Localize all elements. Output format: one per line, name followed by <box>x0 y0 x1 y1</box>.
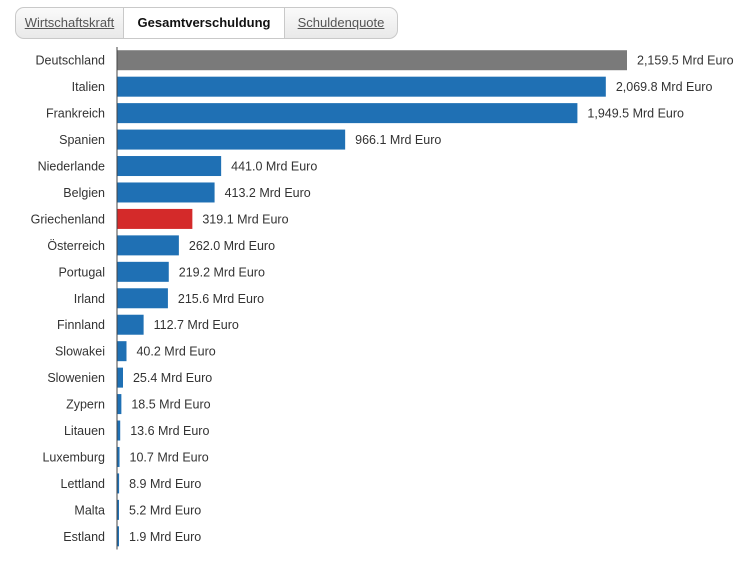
bar-frankreich[interactable] <box>117 103 578 124</box>
category-label-portugal: Portugal <box>58 265 105 279</box>
bar-deutschland[interactable] <box>117 50 627 71</box>
bar-slowakei[interactable] <box>117 341 127 362</box>
category-label-litauen: Litauen <box>64 424 105 438</box>
value-label-luxemburg: 10.7 Mrd Euro <box>130 450 209 464</box>
bar-zypern[interactable] <box>117 394 122 415</box>
bar-niederlande[interactable] <box>117 156 222 177</box>
bar-luxemburg[interactable] <box>117 446 120 467</box>
value-label-malta: 5.2 Mrd Euro <box>129 503 201 517</box>
category-label-zypern: Zypern <box>66 398 105 412</box>
value-label-deutschland: 2,159.5 Mrd Euro <box>637 54 734 68</box>
value-label-estland: 1.9 Mrd Euro <box>129 530 201 544</box>
tab-wirtschaftskraft[interactable]: Wirtschaftskraft <box>24 15 115 30</box>
bar-spanien[interactable] <box>117 129 346 150</box>
category-label-belgien: Belgien <box>63 186 105 200</box>
category-label-malta: Malta <box>74 503 105 517</box>
value-label-osterreich: 262.0 Mrd Euro <box>189 239 275 253</box>
category-label-osterreich: Österreich <box>47 239 105 253</box>
bar-finnland[interactable] <box>117 314 144 335</box>
value-label-slowakei: 40.2 Mrd Euro <box>136 345 215 359</box>
bar-malta[interactable] <box>117 499 119 520</box>
category-label-luxemburg: Luxemburg <box>42 450 105 464</box>
value-label-lettland: 8.9 Mrd Euro <box>129 477 201 491</box>
bar-osterreich[interactable] <box>117 235 179 256</box>
category-label-italien: Italien <box>72 80 105 94</box>
chart-tabs: Wirtschaftskraft Gesamtverschuldung Schu… <box>15 7 398 39</box>
bar-estland[interactable] <box>117 526 119 547</box>
value-label-frankreich: 1,949.5 Mrd Euro <box>587 107 684 121</box>
value-label-finnland: 112.7 Mrd Euro <box>154 318 239 332</box>
bar-italien[interactable] <box>117 76 606 97</box>
value-label-belgien: 413.2 Mrd Euro <box>225 186 311 200</box>
value-label-litauen: 13.6 Mrd Euro <box>130 424 209 438</box>
category-label-slowakei: Slowakei <box>55 345 105 359</box>
bar-lettland[interactable] <box>117 473 120 494</box>
category-label-deutschland: Deutschland <box>36 54 106 68</box>
value-label-griechenland: 319.1 Mrd Euro <box>202 212 288 226</box>
category-label-frankreich: Frankreich <box>46 107 105 121</box>
tab-gesamtverschuldung[interactable]: Gesamtverschuldung <box>123 8 284 38</box>
tab-schuldenquote[interactable]: Schuldenquote <box>284 8 397 38</box>
bar-belgien[interactable] <box>117 182 215 203</box>
bar-portugal[interactable] <box>117 261 169 282</box>
value-label-portugal: 219.2 Mrd Euro <box>179 265 265 279</box>
value-label-spanien: 966.1 Mrd Euro <box>355 133 441 147</box>
category-label-estland: Estland <box>63 530 105 544</box>
value-label-slowenien: 25.4 Mrd Euro <box>133 371 212 385</box>
bar-irland[interactable] <box>117 288 168 309</box>
category-label-slowenien: Slowenien <box>47 371 105 385</box>
category-label-spanien: Spanien <box>59 133 105 147</box>
value-label-italien: 2,069.8 Mrd Euro <box>616 80 713 94</box>
bar-griechenland[interactable] <box>117 208 193 229</box>
value-label-irland: 215.6 Mrd Euro <box>178 292 264 306</box>
category-label-lettland: Lettland <box>61 477 106 491</box>
bar-slowenien[interactable] <box>117 367 123 388</box>
bar-litauen[interactable] <box>117 420 121 441</box>
value-label-zypern: 18.5 Mrd Euro <box>131 398 210 412</box>
category-label-irland: Irland <box>74 292 105 306</box>
value-label-niederlande: 441.0 Mrd Euro <box>231 160 317 174</box>
category-label-niederlande: Niederlande <box>38 160 105 174</box>
category-label-griechenland: Griechenland <box>31 212 105 226</box>
category-label-finnland: Finnland <box>57 318 105 332</box>
